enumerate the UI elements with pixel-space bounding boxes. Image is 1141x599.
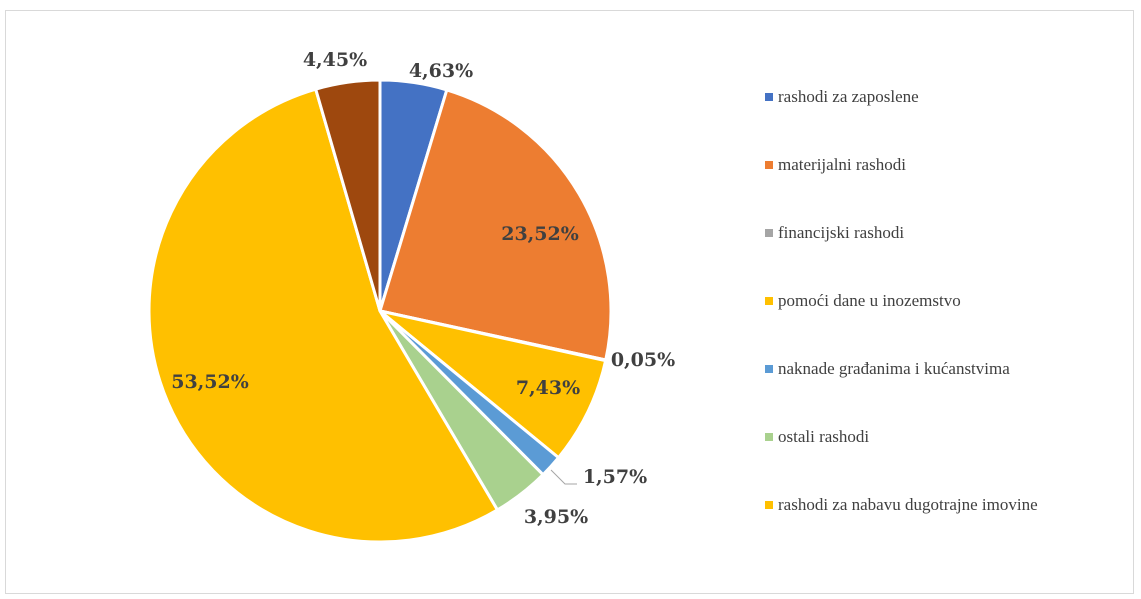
legend-swatch — [765, 229, 773, 237]
legend-label: financijski rashodi — [778, 223, 905, 242]
data-label-5: 3,95% — [524, 506, 588, 528]
legend-item-1: materijalni rashodi — [765, 148, 1135, 182]
pie-slice-1 — [378, 88, 613, 362]
legend-label: naknade građanima i kućanstvima — [778, 359, 1010, 378]
legend-swatch — [765, 93, 773, 101]
legend-swatch — [765, 433, 773, 441]
legend-label: ostali rashodi — [778, 427, 870, 446]
data-label-0: 4,63% — [409, 60, 473, 82]
legend-item-3: pomoći dane u inozemstvo — [765, 284, 1135, 318]
legend-swatch — [765, 365, 773, 373]
legend-label: rashodi za zaposlene — [778, 87, 919, 106]
data-label-1: 23,52% — [501, 223, 579, 245]
data-label-6: 53,52% — [171, 371, 249, 393]
data-label-2: 0,05% — [611, 349, 675, 371]
legend-item-5: ostali rashodi — [765, 420, 1135, 454]
legend-label: pomoći dane u inozemstvo — [778, 291, 961, 310]
legend-item-0: rashodi za zaposlene — [765, 80, 1135, 114]
pie-slice-7 — [314, 78, 382, 313]
leader-line — [550, 469, 577, 485]
data-label-4: 1,57% — [583, 466, 647, 488]
legend-swatch — [765, 297, 773, 305]
pie-slice-3 — [378, 309, 608, 460]
legend-swatch — [765, 161, 773, 169]
data-label-7: 4,45% — [303, 49, 367, 71]
legend-label: rashodi za nabavu dugotrajne imovine — [778, 495, 1038, 514]
chart-legend: rashodi za zaposlene materijalni rashodi f… — [765, 80, 1135, 522]
legend-item-4: naknade građanima i kućanstvima — [765, 352, 1135, 386]
pie-slice-6 — [147, 87, 499, 544]
data-label-3: 7,43% — [516, 377, 580, 399]
legend-item-2: financijski rashodi — [765, 216, 1135, 250]
legend-swatch — [765, 501, 773, 509]
legend-item-6: rashodi za nabavu dugotrajne imovine — [765, 488, 1135, 522]
legend-label: materijalni rashodi — [778, 155, 906, 174]
